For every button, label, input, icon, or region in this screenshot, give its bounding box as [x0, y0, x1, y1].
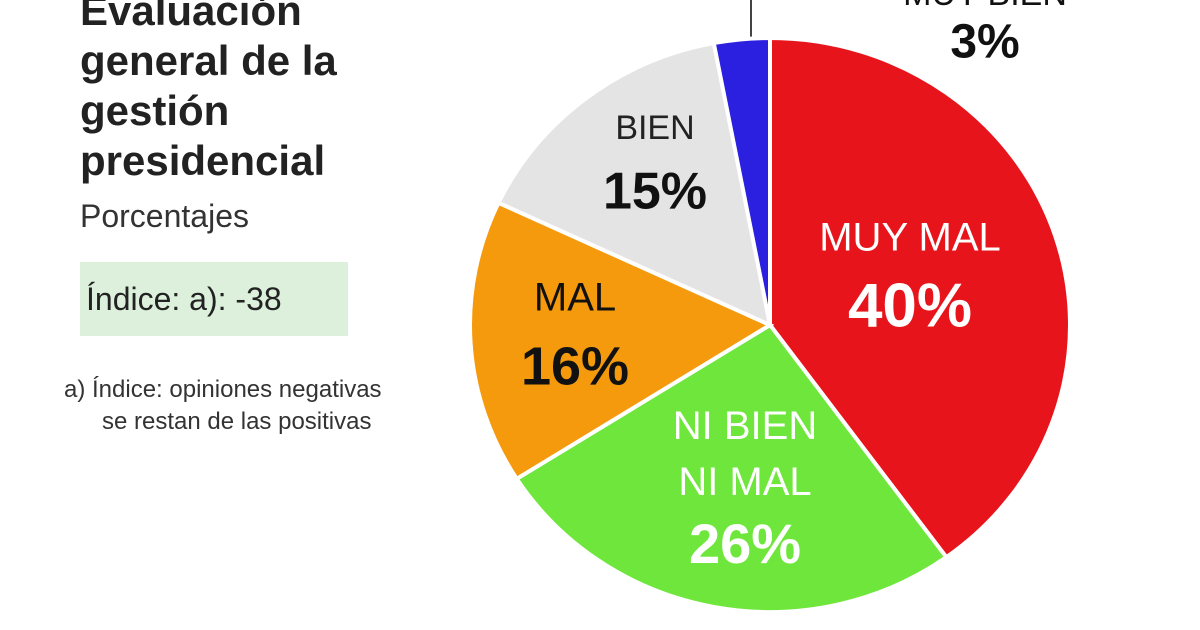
slice-label-line: NI MAL [678, 460, 811, 504]
value-label: 26% [689, 512, 801, 575]
slice-label: MUY BIEN [903, 0, 1067, 13]
slice-label-line: NI BIEN [673, 404, 817, 448]
slice-label: BIEN [615, 109, 694, 147]
chart-title: Evaluación general de la gestión preside… [80, 0, 337, 184]
chart-subtitle: Porcentajes [80, 198, 249, 234]
pie-slice [768, 35, 1072, 560]
footnote: a) Índice: opiniones negativas se restan… [64, 376, 382, 435]
value-label: 40% [848, 271, 972, 340]
pie-slice [495, 40, 773, 329]
index-box: Índice: a): -38 [80, 262, 348, 336]
slice-label: MAL [534, 276, 616, 320]
slice-label: MUY MAL [819, 216, 1001, 260]
pie-slice [468, 200, 775, 482]
pie-slice [711, 35, 772, 326]
slice-label: NI BIEN NI MAL [673, 404, 817, 504]
value-label: 16% [521, 336, 629, 396]
pie-slice [513, 322, 950, 614]
value-label: 3% [950, 16, 1019, 69]
value-label: 15% [603, 163, 707, 221]
